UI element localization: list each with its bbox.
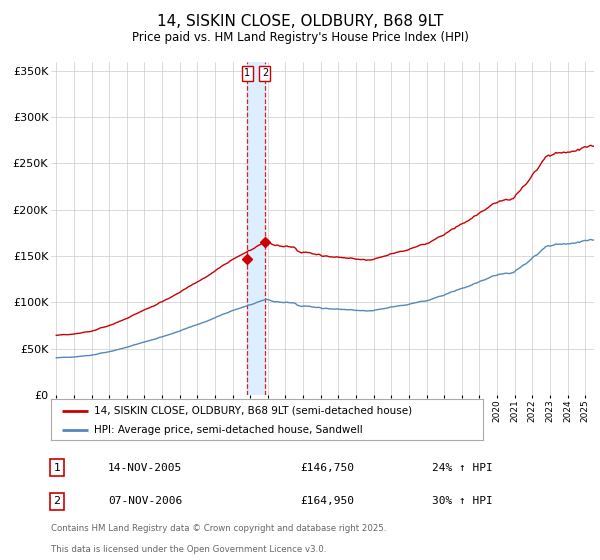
Text: 30% ↑ HPI: 30% ↑ HPI	[432, 496, 493, 506]
Text: 2: 2	[53, 496, 61, 506]
Text: 2: 2	[262, 68, 268, 78]
Text: 1: 1	[244, 68, 250, 78]
Bar	[247, 62, 265, 395]
Text: 14-NOV-2005: 14-NOV-2005	[108, 463, 182, 473]
Text: Price paid vs. HM Land Registry's House Price Index (HPI): Price paid vs. HM Land Registry's House …	[131, 31, 469, 44]
Text: £164,950: £164,950	[300, 496, 354, 506]
Text: £146,750: £146,750	[300, 463, 354, 473]
Text: Contains HM Land Registry data © Crown copyright and database right 2025.: Contains HM Land Registry data © Crown c…	[51, 524, 386, 533]
Text: 24% ↑ HPI: 24% ↑ HPI	[432, 463, 493, 473]
Text: 07-NOV-2006: 07-NOV-2006	[108, 496, 182, 506]
Text: HPI: Average price, semi-detached house, Sandwell: HPI: Average price, semi-detached house,…	[94, 424, 363, 435]
Text: 1: 1	[53, 463, 61, 473]
Text: 14, SISKIN CLOSE, OLDBURY, B68 9LT: 14, SISKIN CLOSE, OLDBURY, B68 9LT	[157, 14, 443, 29]
Text: 14, SISKIN CLOSE, OLDBURY, B68 9LT (semi-detached house): 14, SISKIN CLOSE, OLDBURY, B68 9LT (semi…	[94, 405, 412, 416]
Text: This data is licensed under the Open Government Licence v3.0.: This data is licensed under the Open Gov…	[51, 545, 326, 554]
